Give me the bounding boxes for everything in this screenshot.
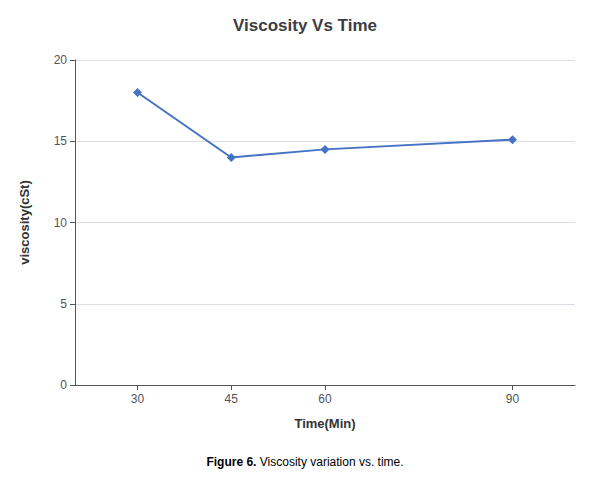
svg-text:0: 0: [60, 378, 67, 392]
svg-text:10: 10: [54, 216, 68, 230]
svg-text:Time(Min): Time(Min): [294, 416, 355, 431]
svg-text:90: 90: [506, 392, 520, 406]
svg-text:Viscosity Vs Time: Viscosity Vs Time: [233, 16, 377, 35]
svg-text:15: 15: [54, 134, 68, 148]
svg-text:Figure 6.: Figure 6.: [206, 455, 256, 469]
svg-text:60: 60: [318, 392, 332, 406]
svg-text:30: 30: [131, 392, 145, 406]
svg-text:20: 20: [54, 53, 68, 67]
svg-text:5: 5: [60, 297, 67, 311]
svg-text:viscosity(cSt): viscosity(cSt): [17, 180, 32, 265]
svg-text:Viscosity variation vs. time.: Viscosity variation vs. time.: [260, 455, 404, 469]
svg-text:45: 45: [225, 392, 239, 406]
